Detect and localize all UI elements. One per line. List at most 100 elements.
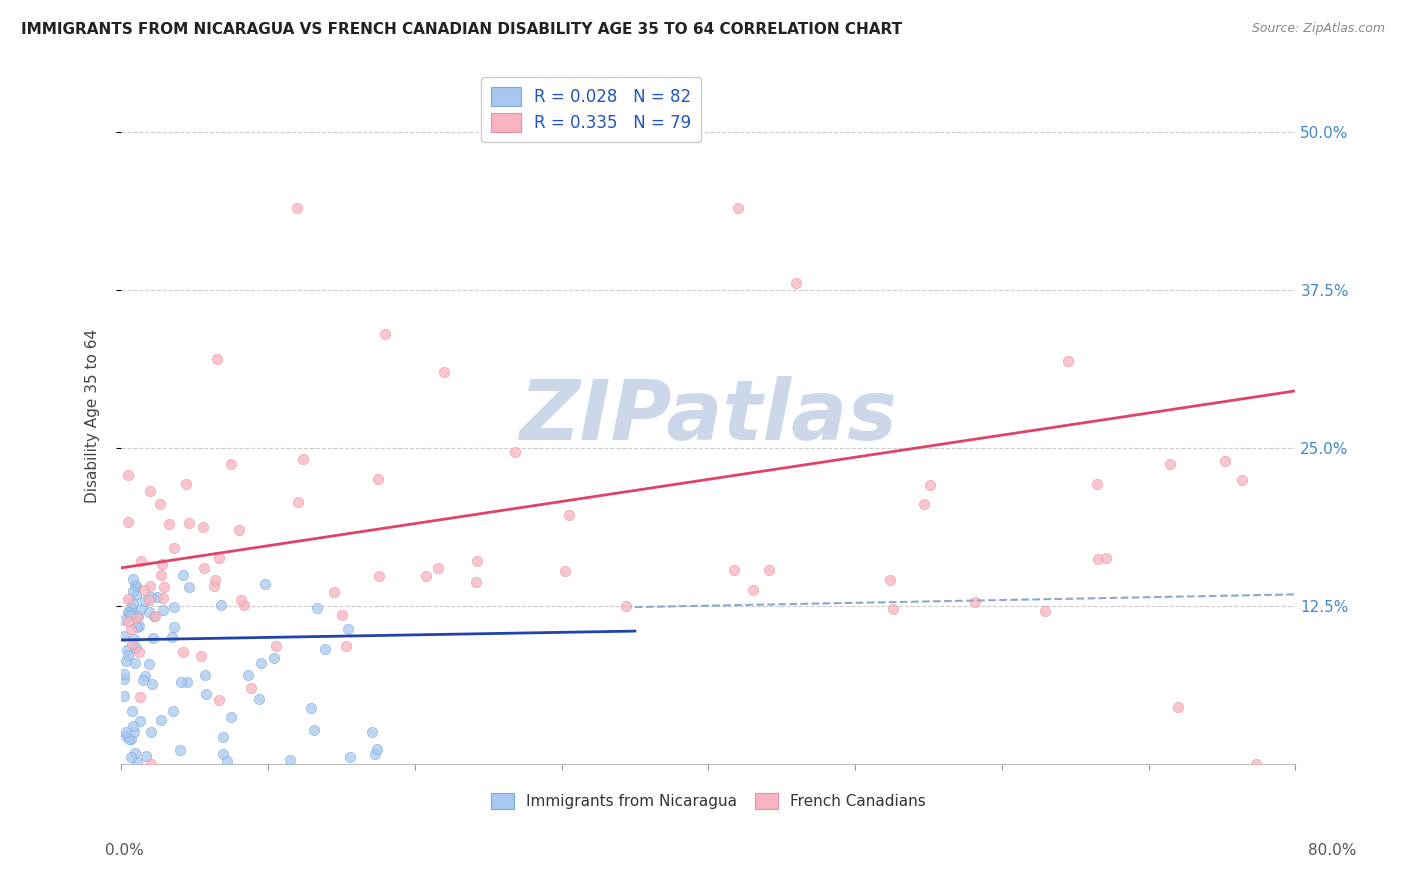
Point: [122, 584, 145, 599]
Point: [132, 673, 155, 687]
Point: [162, 704, 184, 718]
Point: [322, 584, 344, 599]
Point: [120, 608, 142, 623]
Point: [138, 579, 160, 593]
Point: [128, 644, 150, 658]
Point: [163, 620, 186, 634]
Point: [127, 609, 149, 624]
Point: [143, 609, 166, 624]
Point: [231, 593, 253, 607]
Point: [115, 643, 138, 657]
Point: [208, 693, 231, 707]
Point: [912, 497, 935, 511]
Point: [212, 747, 235, 761]
Point: [134, 669, 156, 683]
Point: [1033, 604, 1056, 618]
Point: [374, 326, 396, 341]
Point: [1213, 453, 1236, 467]
Point: [250, 656, 273, 670]
Point: [208, 551, 231, 566]
Point: [367, 569, 389, 583]
Point: [287, 494, 309, 508]
Point: [212, 730, 235, 744]
Point: [558, 508, 581, 523]
Point: [146, 591, 169, 605]
Y-axis label: Disability Age 35 to 64: Disability Age 35 to 64: [86, 329, 100, 503]
Point: [236, 668, 259, 682]
Point: [138, 484, 160, 499]
Point: [291, 451, 314, 466]
Point: [125, 611, 148, 625]
Point: [202, 579, 225, 593]
Point: [152, 603, 174, 617]
Text: 80.0%: 80.0%: [1309, 843, 1357, 858]
Point: [152, 591, 174, 605]
Text: 0.0%: 0.0%: [105, 843, 145, 858]
Point: [1056, 353, 1078, 368]
Point: [120, 732, 142, 747]
Point: [307, 601, 329, 615]
Point: [366, 741, 388, 756]
Point: [1167, 700, 1189, 714]
Point: [302, 723, 325, 738]
Point: [176, 674, 198, 689]
Point: [215, 754, 238, 768]
Point: [160, 630, 183, 644]
Point: [114, 724, 136, 739]
Point: [138, 605, 160, 619]
Point: [579, 125, 602, 139]
Point: [121, 704, 143, 718]
Point: [219, 457, 242, 471]
Point: [963, 594, 986, 608]
Point: [163, 600, 186, 615]
Point: [112, 666, 135, 681]
Point: [125, 588, 148, 602]
Point: [121, 637, 143, 651]
Point: [120, 599, 142, 614]
Point: [117, 468, 139, 483]
Point: [149, 567, 172, 582]
Point: [150, 558, 173, 572]
Point: [139, 756, 162, 771]
Point: [157, 516, 180, 531]
Point: [741, 582, 763, 597]
Point: [174, 477, 197, 491]
Point: [614, 599, 637, 614]
Point: [117, 591, 139, 606]
Point: [727, 201, 749, 215]
Point: [465, 574, 488, 589]
Point: [205, 352, 228, 367]
Point: [1230, 473, 1253, 487]
Point: [139, 591, 162, 605]
Text: IMMIGRANTS FROM NICARAGUA VS FRENCH CANADIAN DISABILITY AGE 35 TO 64 CORRELATION: IMMIGRANTS FROM NICARAGUA VS FRENCH CANA…: [21, 22, 903, 37]
Point: [143, 609, 166, 624]
Point: [918, 478, 941, 492]
Point: [193, 560, 215, 574]
Point: [112, 613, 135, 627]
Point: [170, 675, 193, 690]
Point: [247, 692, 270, 706]
Point: [758, 563, 780, 577]
Point: [1087, 552, 1109, 566]
Point: [131, 602, 153, 616]
Point: [278, 753, 301, 767]
Point: [115, 729, 138, 743]
Point: [427, 561, 450, 575]
Point: [122, 596, 145, 610]
Point: [128, 618, 150, 632]
Point: [120, 622, 142, 636]
Point: [415, 568, 437, 582]
Point: [120, 750, 142, 764]
Point: [122, 719, 145, 733]
Point: [219, 709, 242, 723]
Point: [879, 574, 901, 588]
Point: [112, 672, 135, 686]
Point: [163, 541, 186, 555]
Point: [209, 598, 232, 612]
Point: [117, 605, 139, 619]
Point: [335, 639, 357, 653]
Point: [150, 713, 173, 727]
Point: [1244, 756, 1267, 771]
Point: [124, 632, 146, 646]
Point: [125, 578, 148, 592]
